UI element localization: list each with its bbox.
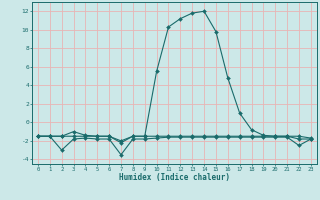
X-axis label: Humidex (Indice chaleur): Humidex (Indice chaleur) [119, 173, 230, 182]
